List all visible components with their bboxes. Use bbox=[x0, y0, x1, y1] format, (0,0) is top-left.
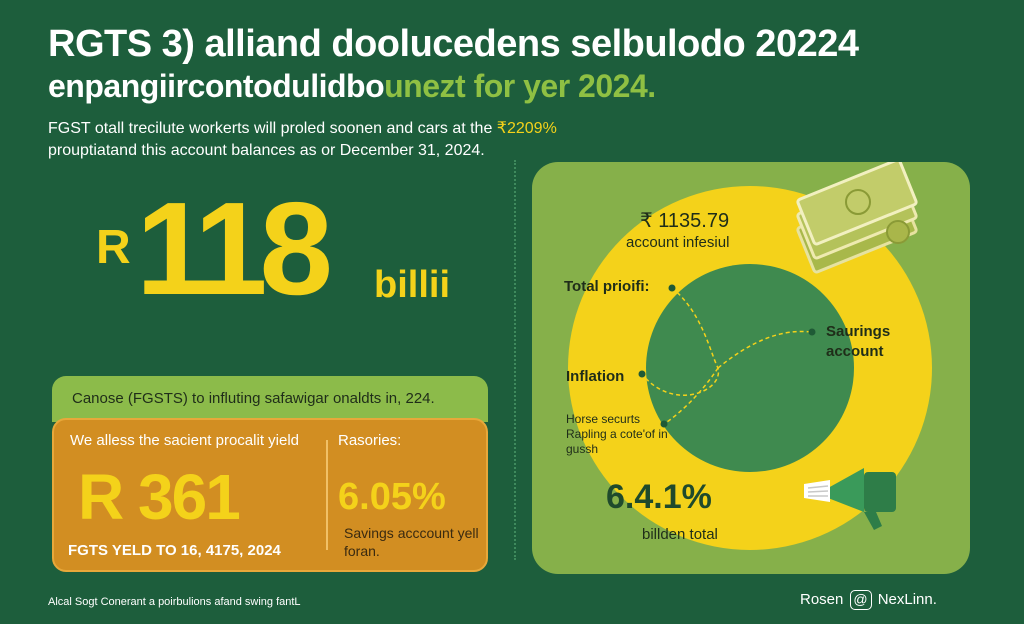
megaphone-icon bbox=[804, 468, 896, 530]
yield-label: We alless the sacient procalit yield bbox=[70, 432, 299, 449]
subtitle-part-a: enpangiircontodulidbo bbox=[48, 68, 385, 104]
leader-line-savings bbox=[717, 330, 813, 369]
donut-bottom-caption: billden total bbox=[642, 526, 718, 543]
yield-card-banner: Canose (FGSTS) to influting safawigar on… bbox=[52, 376, 488, 422]
label-inflation: Inflation bbox=[566, 368, 625, 385]
donut-panel: ₹ 1135.79 account infesiul Total prioifi… bbox=[532, 162, 970, 574]
yield-card: We alless the sacient procalit yield Ras… bbox=[52, 418, 488, 572]
marker-inflation bbox=[638, 370, 646, 378]
donut-inner-circle bbox=[646, 264, 854, 472]
page-title: RGTS 3) alliand doolucedens selbulodo 20… bbox=[48, 23, 859, 65]
marker-savings bbox=[808, 328, 816, 336]
footer-note: Alcal Sogt Conerant a poirbulions afand … bbox=[48, 596, 301, 608]
marker-notes bbox=[660, 420, 668, 428]
rate-description: Savings acccount yell foran. bbox=[344, 525, 479, 559]
subtitle-part-b: unezt for yer 2024. bbox=[384, 68, 656, 104]
intro-line-2: prouptiatand this account balances as or… bbox=[48, 142, 485, 159]
headline-unit: billii bbox=[374, 264, 450, 306]
label-savings-account: Saurings account bbox=[826, 323, 891, 360]
brand-at-icon: @ bbox=[849, 590, 872, 610]
headline-value: 118 bbox=[136, 175, 333, 322]
brand-name-a: Rosen bbox=[800, 591, 844, 608]
intro-text: FGST otall trecilute workerts will prole… bbox=[48, 118, 568, 162]
rate-value: 6.05% bbox=[338, 476, 446, 518]
brand-name-b: NexLinn. bbox=[877, 591, 937, 608]
page-subtitle: enpangiircontodulidbounezt for yer 2024. bbox=[48, 66, 1008, 106]
donut-bottom-value: 6.4.1% bbox=[606, 478, 712, 516]
headline-currency: R bbox=[96, 221, 131, 274]
yield-value: R 361 bbox=[78, 461, 241, 533]
donut-top-value: ₹ 1135.79 bbox=[640, 210, 730, 232]
card-separator bbox=[326, 440, 328, 550]
money-stack-icon bbox=[796, 162, 918, 274]
donut-top-caption: account infesiul bbox=[626, 234, 730, 251]
footer-brand: Rosen @ NexLinn. bbox=[800, 590, 937, 610]
yield-card-banner-text: Canose (FGSTS) to influting safawigar on… bbox=[72, 390, 435, 407]
donut-graphic bbox=[568, 162, 932, 550]
label-notes: Horse securts Rapling a cote'of in gussh bbox=[566, 412, 668, 456]
leader-line-notes bbox=[663, 367, 719, 425]
rates-label: Rasories: bbox=[338, 432, 402, 449]
label-total-profit: Total prioifi: bbox=[564, 278, 650, 295]
headline-figure: R 118 billii bbox=[96, 183, 496, 320]
yield-footer: FGTS YELD TO 16, 4175, 2024 bbox=[68, 542, 281, 559]
intro-line-1: FGST otall trecilute workerts will prole… bbox=[48, 120, 497, 137]
dotted-divider bbox=[514, 160, 516, 560]
intro-highlight: ₹2209% bbox=[496, 120, 557, 137]
marker-profit bbox=[668, 284, 676, 292]
